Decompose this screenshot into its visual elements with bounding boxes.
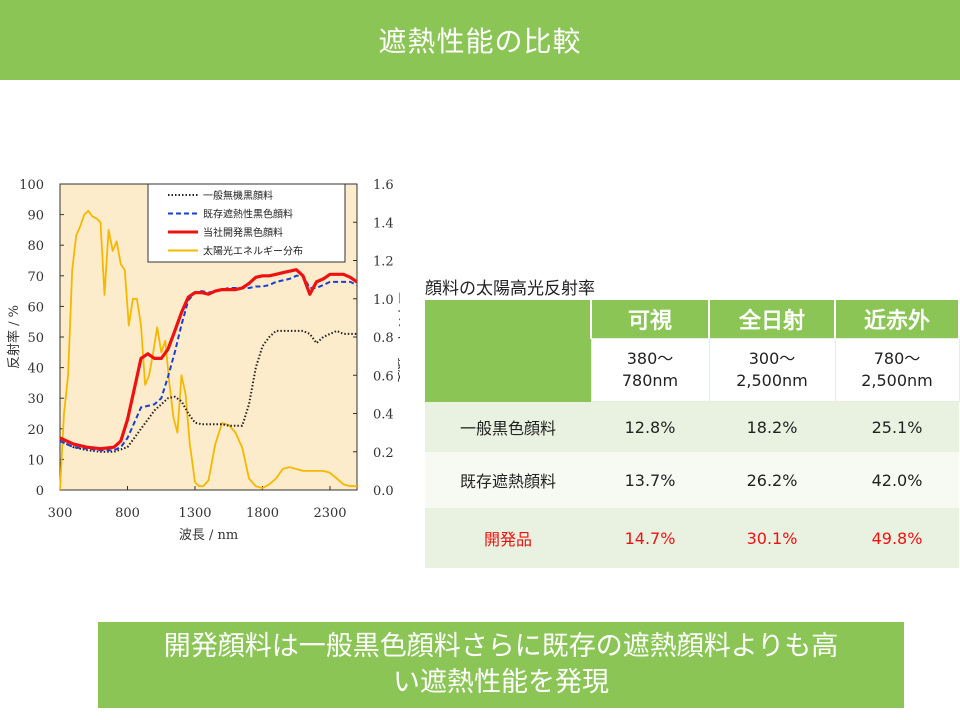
table-corner	[425, 300, 592, 339]
range-total-solar: 300〜 2,500nm	[708, 338, 836, 402]
y-left-tick-label: 70	[27, 270, 44, 285]
legend-label: 太陽光エネルギー分布	[203, 245, 303, 258]
col-header-total-solar: 全日射	[709, 300, 836, 339]
reflectance-chart: 0 10 20 30 40 50 60 70 80 90 100 0.0 0.2 0.4 0.6 0.8 1.0…	[6, 178, 400, 543]
y-left-axis-label: 反射率 / %	[6, 305, 22, 369]
col-header-near-infrared: 近赤外	[835, 300, 960, 339]
table-cell: 26.2%	[709, 452, 835, 508]
legend-label: 一般無機黒顔料	[203, 189, 273, 202]
conclusion-line-1: 開発顔料は一般黒色顔料さらに既存の遮熱顔料よりも高	[163, 631, 839, 662]
y-right-tick-label: 0.0	[373, 484, 394, 499]
y-left-tick-label: 90	[27, 209, 44, 224]
conclusion-line-2: い遮熱性能を発現	[393, 667, 609, 698]
series-line-2	[59, 268, 358, 451]
range-near-infrared-end: 2,500nm	[861, 371, 933, 390]
legend-label: 当社開発黒色顔料	[203, 226, 283, 239]
table-row: 一般黒色顔料 12.8% 18.2% 25.1%	[425, 401, 959, 452]
table-corner-lower	[425, 338, 591, 402]
range-visible: 380〜 780nm	[590, 338, 710, 402]
range-total-solar-start: 300〜	[748, 349, 796, 368]
x-tick-label: 300	[48, 506, 73, 521]
table-cell: 42.0%	[835, 452, 959, 508]
reflectance-table: 可視 全日射 近赤外 380〜 780nm 300〜 2,500nm 780〜 2,5…	[425, 300, 960, 568]
y-right-tick-label: 0.6	[373, 369, 394, 384]
table-cell: 14.7%	[591, 508, 709, 568]
x-tick-label: 800	[115, 506, 140, 521]
table-cell: 49.8%	[835, 508, 959, 568]
y-left-tick-label: 20	[27, 423, 44, 438]
range-near-infrared-start: 780〜	[873, 349, 921, 368]
table-row: 既存遮熱顔料 13.7% 26.2% 42.0%	[425, 452, 959, 508]
table-cell: 30.1%	[709, 508, 835, 568]
table-caption: 顔料の太陽高光反射率	[425, 279, 595, 299]
y-right-tick-label: 1.6	[373, 178, 394, 193]
y-left-tick-label: 40	[27, 362, 44, 377]
col-header-visible: 可視	[591, 300, 710, 339]
table-cell: 18.2%	[709, 401, 835, 452]
y-right-tick-label: 0.2	[373, 446, 394, 461]
page-title: 遮熱性能の比較	[378, 25, 582, 58]
row-label: 既存遮熱顔料	[425, 452, 591, 508]
table-row-highlight: 開発品 14.7% 30.1% 49.8%	[425, 508, 959, 568]
range-total-solar-end: 2,500nm	[736, 371, 808, 390]
row-label: 一般黒色顔料	[425, 401, 591, 452]
table-cell: 25.1%	[835, 401, 959, 452]
y-left-tick-label: 50	[27, 331, 44, 346]
y-left-tick-label: 100	[19, 178, 44, 193]
conclusion-box: 開発顔料は一般黒色顔料さらに既存の遮熱顔料よりも高 い遮熱性能を発現	[98, 622, 904, 708]
y-right-tick-label: 1.0	[373, 293, 394, 308]
series-line-3	[59, 209, 357, 491]
x-axis-label: 波長 / nm	[179, 528, 238, 543]
y-right-axis-label: エネルギー強度	[395, 291, 400, 382]
y-left-tick-label: 30	[27, 392, 44, 407]
legend-label: 既存遮熱性黒色顔料	[203, 208, 293, 221]
y-right-tick-label: 0.4	[373, 408, 394, 423]
table-cell: 13.7%	[591, 452, 709, 508]
table-range-row: 380〜 780nm 300〜 2,500nm 780〜 2,500nm	[425, 338, 960, 402]
y-left-tick-label: 80	[27, 239, 44, 254]
legend-box	[147, 183, 346, 263]
x-tick-label: 1300	[178, 506, 211, 521]
y-left-tick-label: 0	[36, 484, 44, 499]
row-label: 開発品	[425, 508, 591, 568]
range-near-infrared: 780〜 2,500nm	[834, 338, 960, 402]
x-tick-label: 2300	[313, 506, 346, 521]
range-visible-start: 380〜	[626, 349, 674, 368]
y-left-tick-label: 60	[27, 300, 44, 315]
y-right-tick-label: 1.4	[373, 216, 394, 231]
table-cell: 12.8%	[591, 401, 709, 452]
table-header-row: 可視 全日射 近赤外	[425, 300, 960, 339]
x-tick-label: 1800	[246, 506, 279, 521]
range-visible-end: 780nm	[621, 371, 679, 390]
series-line-0	[59, 329, 357, 453]
y-left-tick-label: 10	[27, 453, 44, 468]
y-right-tick-label: 1.2	[373, 255, 394, 270]
y-right-tick-label: 0.8	[373, 331, 394, 346]
title-bar: 遮熱性能の比較	[0, 0, 960, 80]
conclusion-text: 開発顔料は一般黒色顔料さらに既存の遮熱顔料よりも高 い遮熱性能を発現	[164, 629, 838, 701]
